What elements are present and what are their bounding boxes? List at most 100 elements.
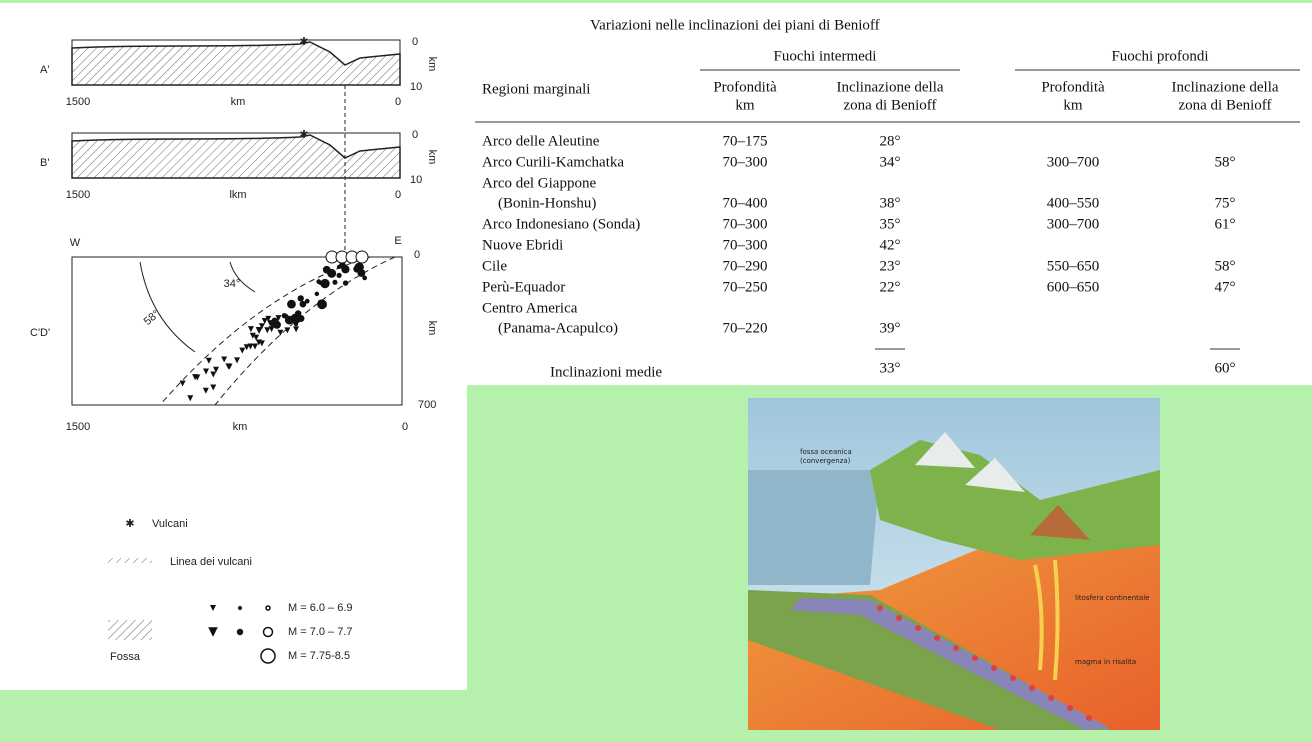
table-cell: 300–700 [1047,154,1100,170]
region: Centro America [482,300,578,316]
table-cell: 400–550 [1047,195,1100,211]
m-circle [266,606,270,610]
column-header: zona di Benioff [1178,97,1271,113]
quake-dot [273,321,281,329]
column-header: Profondità [713,79,777,95]
table-cell: 23° [880,258,901,274]
region: (Bonin-Honshu) [498,195,596,211]
column-header: Inclinazione della [836,79,943,95]
column-header: Inclinazione della [1171,79,1278,95]
table-cell: 42° [880,237,901,253]
table-cell: 70–300 [723,216,768,232]
slab-dot [896,615,902,621]
illustration-label: fossa oceanica [800,448,852,456]
quake-dot [323,266,331,274]
table-cell: 39° [880,320,901,336]
depth-top: 0 [412,36,418,48]
x-left: 1500 [66,96,90,108]
volcano-line-symbol [108,558,152,563]
quake-dot [316,279,321,284]
table-cell: 600–650 [1047,279,1100,295]
region: Arco Curili-Kamchatka [482,154,624,170]
quake-dot [332,280,337,285]
footer-cell: 33° [880,360,901,376]
table-cell: 34° [880,154,901,170]
east: E [394,235,401,247]
x-right: 0 [402,421,408,433]
table-cell: 61° [1215,216,1236,232]
column-header: km [1063,97,1083,113]
legend-text: Fossa [110,651,141,663]
depth-unit: km [426,150,438,165]
table-cell: 58° [1215,154,1236,170]
region: Cile [482,258,507,274]
slab-dot [953,645,959,651]
table-cell: 70–300 [723,154,768,170]
depth-bottom: 700 [418,399,436,411]
ocean [748,470,880,585]
depth-unit: km [426,321,438,336]
volcano-mark: ✱ [299,129,308,141]
quake-dot [315,292,319,296]
depth-bottom: 10 [410,81,422,93]
region: (Panama-Acapulco) [498,320,618,336]
quake-dot [282,313,287,318]
column-header: zona di Benioff [843,97,936,113]
quake-dot [298,295,304,301]
column-header: Regioni marginali [482,81,590,97]
quake-dot [305,299,310,304]
table-cell: 70–400 [723,195,768,211]
slab-dot [972,655,978,661]
profile-label: A' [40,64,49,76]
depth-top: 0 [412,129,418,141]
legend-text: Linea dei vulcani [170,556,252,568]
m-dot [238,606,242,610]
quake-dot [317,299,327,309]
table-cell: 70–250 [723,279,768,295]
x-unit: lkm [229,189,246,201]
slab-dot [1086,715,1092,721]
column-header: km [735,97,755,113]
depth-unit: km [426,57,438,72]
m-circle [261,649,275,663]
table-cell: 550–650 [1047,258,1100,274]
x-unit: km [231,96,246,108]
quake-dot [287,300,296,309]
region: Perù-Equador [482,279,565,295]
profile-label: B' [40,157,49,169]
table-cell: 70–290 [723,258,768,274]
table-cell: 28° [880,133,901,149]
page: ✱ A' 0 km 10 1500 km 0 ✱ B' 0 km 10 1500 lkm 0 W E 0 km 700 C… [0,0,1312,742]
table-cell: 38° [880,195,901,211]
depth-top: 0 [414,249,420,261]
slab-dot [1067,705,1073,711]
slab-dot [934,635,940,641]
region: Nuove Ebridi [482,237,563,253]
legend-magnitude: M = 6.0 – 6.9 [288,602,353,614]
table-cell: 70–300 [723,237,768,253]
slab-dot [1010,675,1016,681]
x-left: 1500 [66,189,90,201]
slab-dot [991,665,997,671]
table-cell: 70–220 [723,320,768,336]
volcano-symbol: ✱ [125,518,134,530]
table-cell: 75° [1215,195,1236,211]
table-cell: 300–700 [1047,216,1100,232]
illustration-label: litosfera continentale [1075,594,1149,602]
table-cell: 22° [880,279,901,295]
section-label: C'D' [30,327,50,339]
illustration-label: (convergenza) [800,457,851,465]
region: Arco del Giappone [482,175,596,191]
column-header: Profondità [1041,79,1105,95]
group-header: Fuochi intermedi [774,48,877,64]
x-unit: km [233,421,248,433]
angle-label: 34° [224,278,241,290]
x-right: 0 [395,96,401,108]
x-left: 1500 [66,421,90,433]
legend-text: Vulcani [152,518,188,530]
quake-dot [337,265,341,269]
x-right: 0 [395,189,401,201]
depth-bottom: 10 [410,174,422,186]
west: W [70,237,81,249]
table-cell: 47° [1215,279,1236,295]
